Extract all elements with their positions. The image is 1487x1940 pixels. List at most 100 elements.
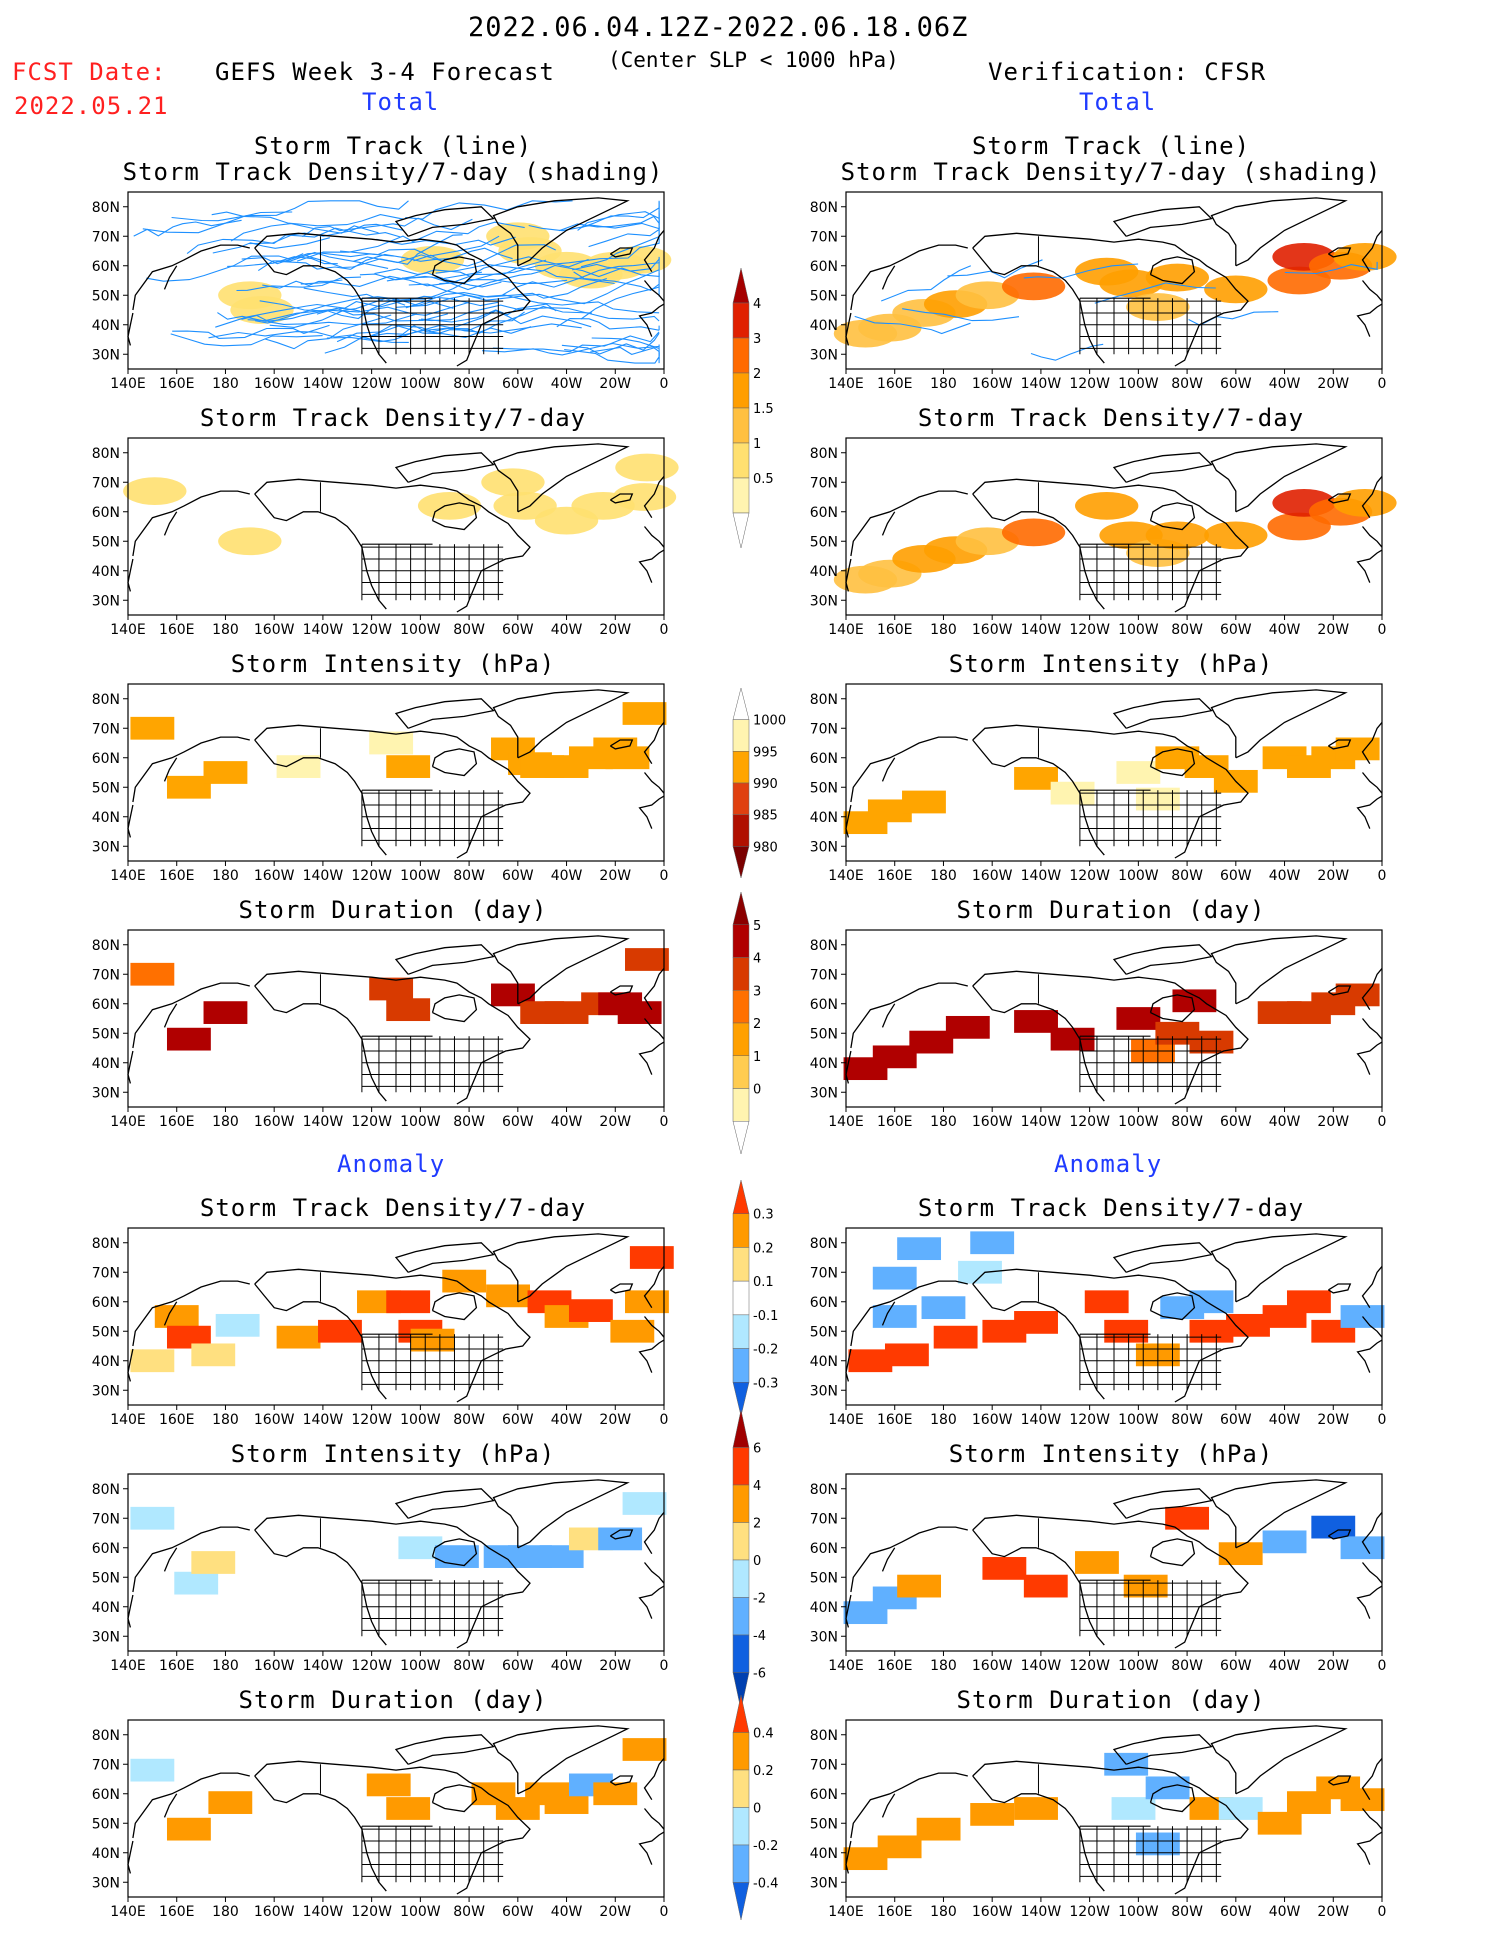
y-tick-label: 40N [810,1846,838,1862]
x-tick-label: 60W [1220,622,1252,638]
y-tick-label: 40N [810,1600,838,1616]
data-cell [615,453,679,482]
y-tick-label: 70N [810,229,838,245]
x-tick-label: 20W [1317,376,1349,392]
data-cell [166,1817,211,1841]
x-tick-label: 0 [660,1904,669,1920]
x-tick-label: 80W [1171,1412,1203,1428]
data-cell [417,491,482,520]
y-tick-label: 50N [810,288,838,304]
colorbar-label: 0.2 [753,1764,774,1779]
panel-title-va-3: Storm Duration (day) [956,1686,1266,1714]
panel-title-fc-1b: Storm Track Density/7-day (shading) [122,158,664,186]
x-tick-label: 80W [1171,376,1203,392]
y-tick-label: 60N [810,751,838,767]
x-tick-label: 160E [877,1412,913,1428]
x-tick-label: 160E [877,868,913,884]
x-tick-label: 60W [1220,376,1252,392]
colorbar-label: 980 [753,840,778,855]
data-cell [386,1290,431,1314]
panel-title-vf-4: Storm Duration (day) [956,896,1266,924]
data-cell [166,775,211,799]
data-cell [1145,521,1210,550]
data-cell [897,1574,942,1598]
colorbar-segment [732,846,750,879]
panel-title-fa-1: Storm Track Density/7-day [199,1194,587,1222]
data-cell [970,1231,1015,1255]
colorbar-segment [732,1559,750,1598]
x-tick-label: 140E [828,868,864,884]
x-tick-label: 100W [1118,1412,1159,1428]
data-cell [154,1305,199,1328]
y-tick-label: 70N [810,1757,838,1773]
y-tick-label: 40N [810,564,838,580]
x-tick-label: 180 [930,1658,957,1674]
x-tick-label: 40W [1269,868,1301,884]
data-cell [1165,1506,1210,1530]
data-cell [1145,1776,1190,1800]
x-tick-label: 140E [828,1658,864,1674]
forecast-title: GEFS Week 3-4 Forecast [215,58,555,86]
y-tick-label: 80N [92,446,120,462]
coastline [845,1233,1383,1403]
colorbar-segment [732,814,750,847]
colorbar-label: 0.2 [753,1241,774,1256]
data-cell [174,1571,219,1595]
y-tick-label: 40N [92,1354,120,1370]
colorbar-label: -0.2 [753,1343,778,1358]
x-tick-label: 160W [254,868,295,884]
y-tick-label: 60N [810,1541,838,1557]
x-tick-label: 160E [159,1412,195,1428]
colorbar-segment [732,1055,750,1089]
x-tick-label: 140W [1021,1904,1062,1920]
data-cell [130,1758,175,1782]
data-cell [1116,1007,1161,1030]
y-tick-label: 80N [810,1236,838,1252]
y-tick-label: 80N [810,446,838,462]
y-tick-label: 50N [810,1026,838,1042]
x-tick-label: 160E [159,376,195,392]
colorbar-segment [732,512,750,549]
data-cell [1262,1530,1307,1554]
data-cell [203,761,248,784]
map-svg-forecast-anomaly-density: 140E 160E 180 160W 140W 120W 100W 80W 60W 40W 20W 0… [92,1227,674,1428]
x-tick-label: 100W [400,1658,441,1674]
colorbar-label: 1 [753,437,761,452]
x-tick-label: 100W [400,868,441,884]
y-tick-label: 60N [92,505,120,521]
x-tick-label: 160E [877,376,913,392]
x-tick-label: 140W [303,1904,344,1920]
data-cell [369,731,414,755]
y-tick-label: 70N [92,475,120,491]
data-cell [625,1290,669,1314]
data-cell [1023,1574,1068,1598]
x-tick-label: 140W [1021,1114,1062,1130]
data-cell [398,1536,443,1560]
x-tick-label: 100W [400,622,441,638]
data-cell [130,1349,175,1373]
y-tick-label: 60N [92,259,120,275]
x-tick-label: 120W [351,1658,392,1674]
data-cell [867,799,912,823]
x-tick-label: 60W [502,1114,534,1130]
x-tick-label: 120W [1069,1658,1110,1674]
coastline [127,1233,665,1403]
y-tick-label: 40N [92,810,120,826]
colorbar-label: 0.4 [753,1727,774,1742]
x-tick-label: 60W [1220,868,1252,884]
data-cell [276,755,321,778]
map-panel-verification-total-track-line-density: 140E 160E 180 160W 140W 120W 100W 80W 60W 40W 20W 0… [786,191,1456,402]
data-cell [1218,1797,1263,1820]
data-cell [208,1791,253,1814]
x-tick-label: 180 [212,868,239,884]
data-cell [130,716,175,740]
storm-track-lines [854,259,1378,361]
data-cell [130,1506,175,1530]
y-tick-label: 80N [92,1728,120,1744]
data-cell [872,1045,917,1069]
colorbar-segment [732,1522,750,1561]
data-cell [1286,1290,1331,1314]
map-svg-verification-total-density: 140E 160E 180 160W 140W 120W 100W 80W 60W 40W 20W 0… [810,437,1397,638]
data-cell [933,1325,978,1349]
x-tick-label: 20W [599,868,631,884]
